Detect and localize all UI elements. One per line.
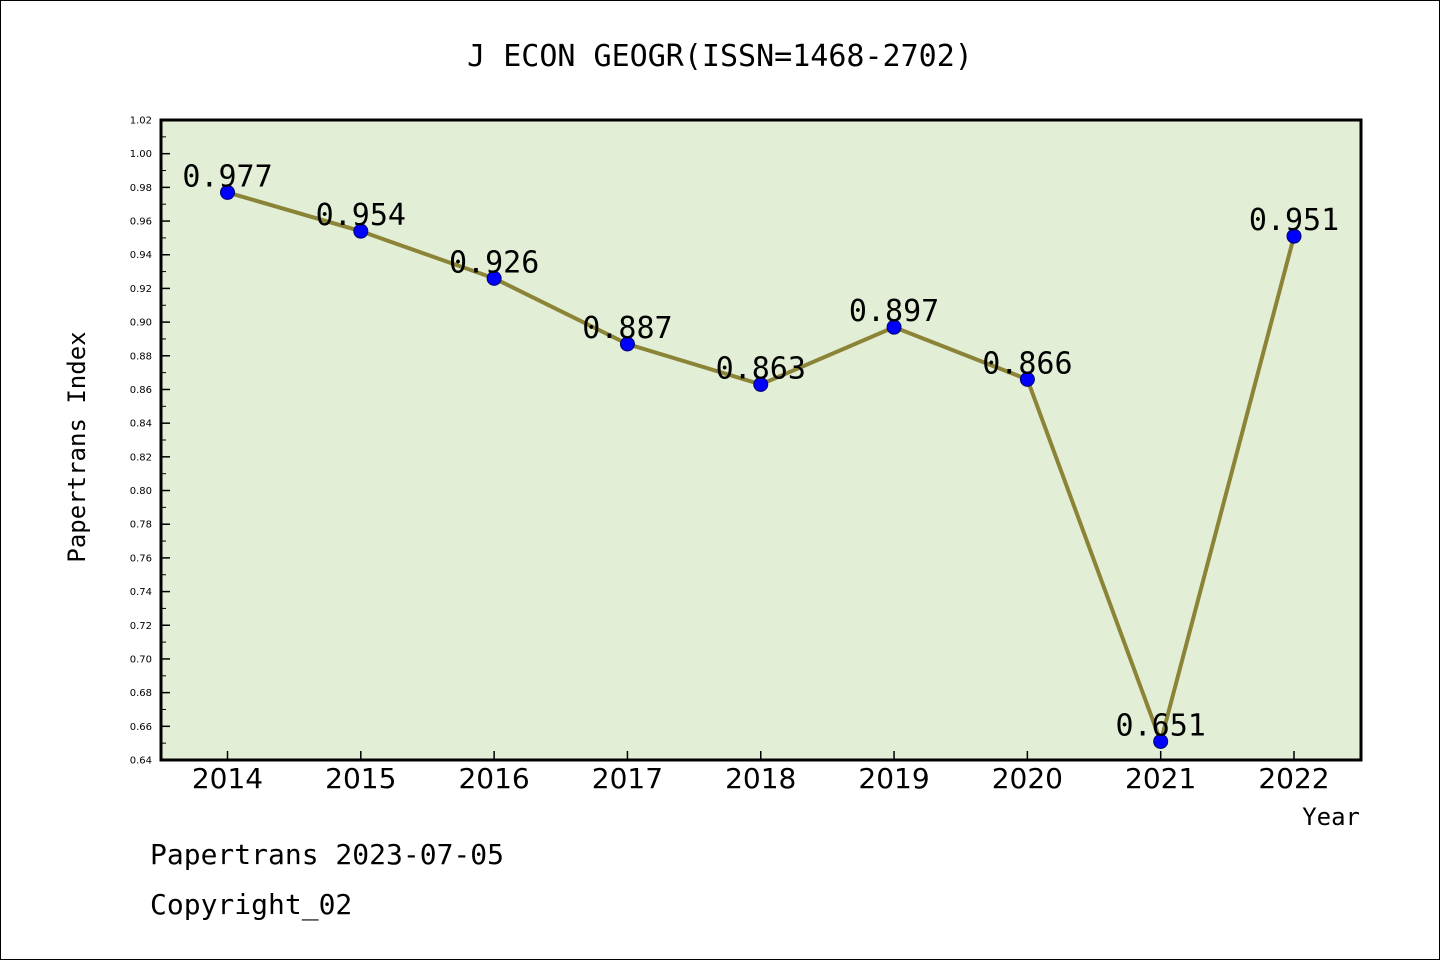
data-label: 0.651 bbox=[1116, 708, 1206, 743]
y-tick-label: 0.86 bbox=[130, 385, 152, 396]
y-tick-label: 0.66 bbox=[130, 722, 152, 733]
y-tick-label: 0.78 bbox=[130, 520, 152, 531]
y-axis-title: Papertrans Index bbox=[63, 331, 91, 562]
plot-border bbox=[159, 118, 1363, 762]
y-tick-label: 0.64 bbox=[130, 756, 152, 767]
data-point bbox=[1153, 733, 1169, 749]
y-tick-label: 0.92 bbox=[130, 284, 152, 295]
x-tick-label: 2017 bbox=[592, 762, 663, 795]
x-axis: 2014 2015 2016 2017 2018 2019 2020 2021 2022 bbox=[192, 751, 1330, 795]
data-point bbox=[486, 270, 502, 286]
chart-title: J ECON GEOGR(ISSN=1468-2702) bbox=[467, 39, 973, 74]
data-point bbox=[1286, 228, 1302, 244]
y-tick-label: 1.02 bbox=[130, 116, 152, 127]
y-tick-label: 0.84 bbox=[130, 419, 152, 430]
data-label: 0.887 bbox=[582, 311, 672, 346]
data-point bbox=[753, 376, 769, 392]
data-markers bbox=[220, 184, 1302, 749]
y-tick-label: 0.74 bbox=[130, 587, 152, 598]
x-tick-label: 2020 bbox=[992, 762, 1063, 795]
data-label: 0.926 bbox=[449, 245, 539, 280]
data-point bbox=[619, 336, 635, 352]
data-point bbox=[1019, 371, 1035, 387]
x-tick-label: 2016 bbox=[458, 762, 529, 795]
data-labels: 0.977 0.954 0.926 0.887 0.863 0.897 0.866 0.651… bbox=[182, 159, 1339, 743]
data-point bbox=[353, 223, 369, 239]
data-label: 0.951 bbox=[1249, 203, 1339, 238]
y-tick-label: 0.94 bbox=[130, 250, 152, 261]
y-tick-label: 0.90 bbox=[130, 318, 152, 329]
y-tick-label: 0.96 bbox=[130, 217, 152, 228]
y-tick-label: 0.98 bbox=[130, 183, 152, 194]
y-tick-label: 0.80 bbox=[130, 486, 152, 497]
y-tick-label: 0.72 bbox=[130, 621, 152, 632]
data-label: 0.863 bbox=[716, 351, 806, 386]
y-tick-label: 1.00 bbox=[130, 149, 152, 160]
y-tick-label: 0.82 bbox=[130, 452, 152, 463]
x-tick-label: 2022 bbox=[1258, 762, 1329, 795]
data-label: 0.866 bbox=[982, 346, 1072, 381]
data-label: 0.977 bbox=[182, 159, 272, 194]
y-tick-label: 0.68 bbox=[130, 688, 152, 699]
x-tick-label: 2015 bbox=[325, 762, 396, 795]
x-axis-title: Year bbox=[1302, 803, 1360, 831]
y-tick-label: 0.70 bbox=[130, 654, 152, 665]
data-label: 0.897 bbox=[849, 294, 939, 329]
x-tick-label: 2019 bbox=[858, 762, 929, 795]
y-tick-label: 0.76 bbox=[130, 553, 152, 564]
footer-date: Papertrans 2023-07-05 bbox=[150, 838, 504, 871]
y-tick-label: 0.88 bbox=[130, 351, 152, 362]
x-tick-label: 2014 bbox=[192, 762, 263, 795]
data-label: 0.954 bbox=[316, 198, 406, 233]
x-tick-label: 2021 bbox=[1125, 762, 1196, 795]
x-tick-label: 2018 bbox=[725, 762, 796, 795]
footer-copyright: Copyright_02 bbox=[150, 888, 352, 922]
data-point bbox=[220, 184, 235, 200]
data-point bbox=[886, 319, 902, 335]
